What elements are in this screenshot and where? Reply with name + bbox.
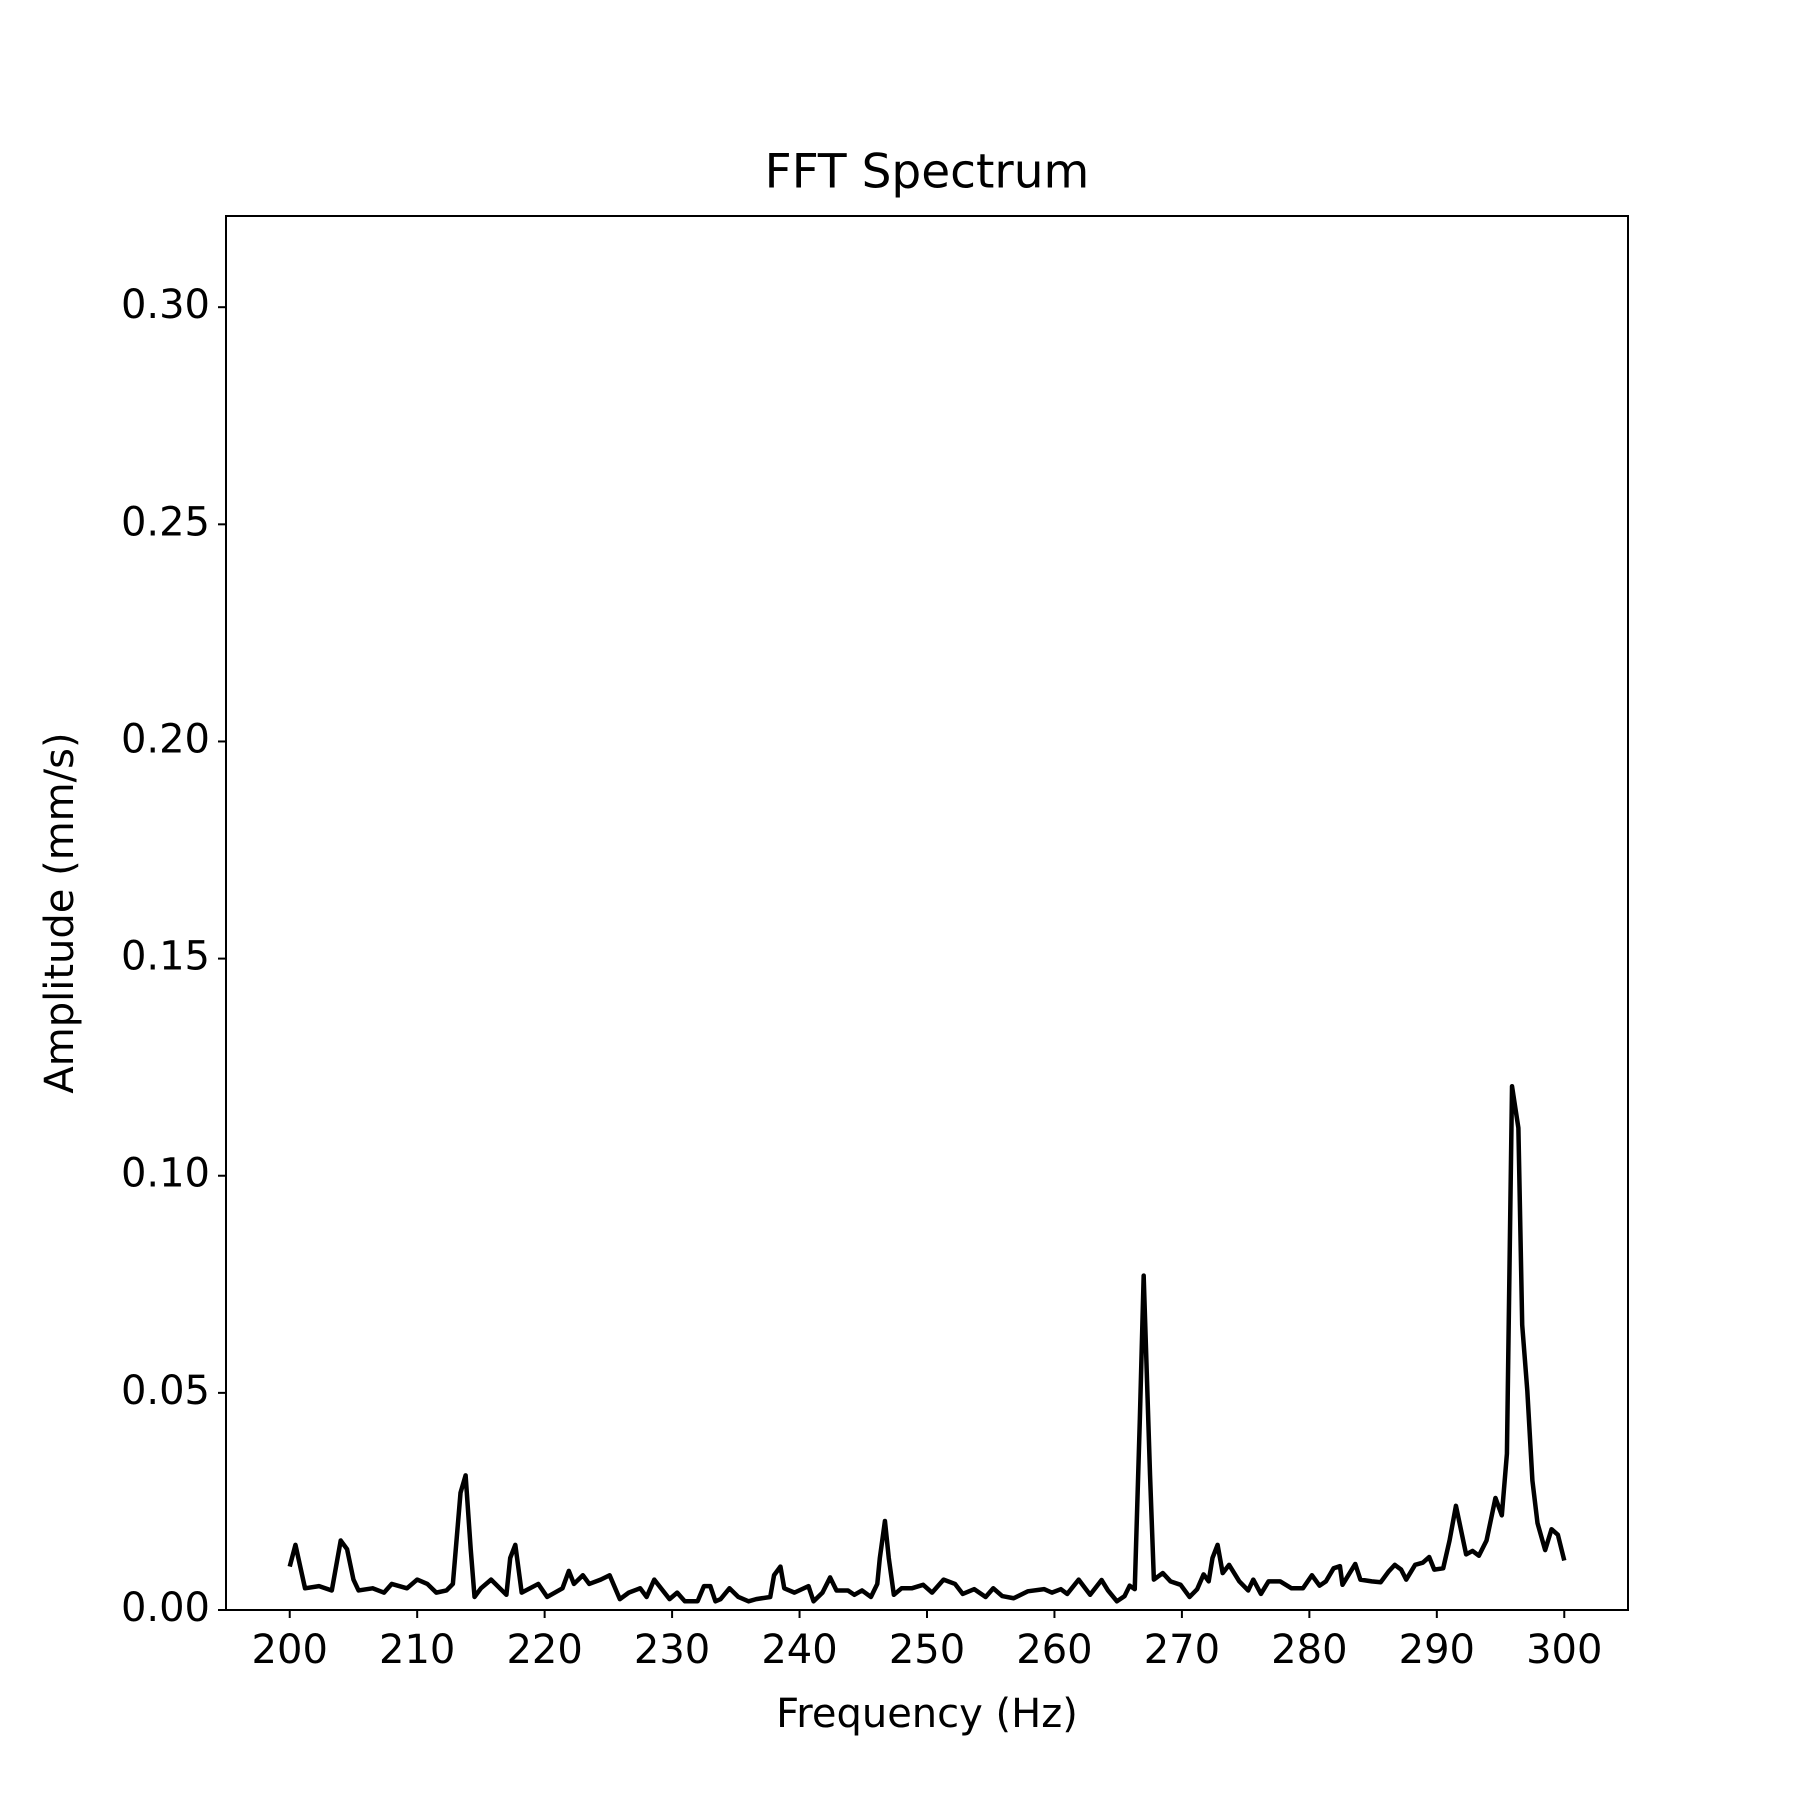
x-tick-label: 300 bbox=[1526, 1627, 1602, 1673]
x-tick-label: 200 bbox=[252, 1627, 328, 1673]
y-tick-label: 0.20 bbox=[121, 716, 210, 762]
x-tick-label: 210 bbox=[379, 1627, 455, 1673]
y-tick-label: 0.15 bbox=[121, 934, 210, 980]
spectrum-line bbox=[287, 1084, 1567, 1604]
y-tick-label: 0.00 bbox=[121, 1585, 210, 1631]
x-axis-label: Frequency (Hz) bbox=[776, 1691, 1078, 1737]
x-tick-label: 270 bbox=[1144, 1627, 1220, 1673]
x-tick-label: 240 bbox=[761, 1627, 837, 1673]
y-tick-label: 0.25 bbox=[121, 499, 210, 545]
y-tick-label: 0.05 bbox=[121, 1368, 210, 1414]
x-tick-label: 220 bbox=[506, 1627, 582, 1673]
x-tick-label: 230 bbox=[634, 1627, 710, 1673]
y-axis-label: Amplitude (mm/s) bbox=[37, 732, 83, 1093]
plot-frame bbox=[225, 215, 1629, 1611]
y-tick-label: 0.10 bbox=[121, 1151, 210, 1197]
y-tick-label: 0.30 bbox=[121, 282, 210, 328]
x-tick-label: 260 bbox=[1016, 1627, 1092, 1673]
x-tick-label: 290 bbox=[1399, 1627, 1475, 1673]
x-tick-label: 280 bbox=[1271, 1627, 1347, 1673]
chart-title: FFT Spectrum bbox=[765, 145, 1090, 200]
x-tick-label: 250 bbox=[889, 1627, 965, 1673]
